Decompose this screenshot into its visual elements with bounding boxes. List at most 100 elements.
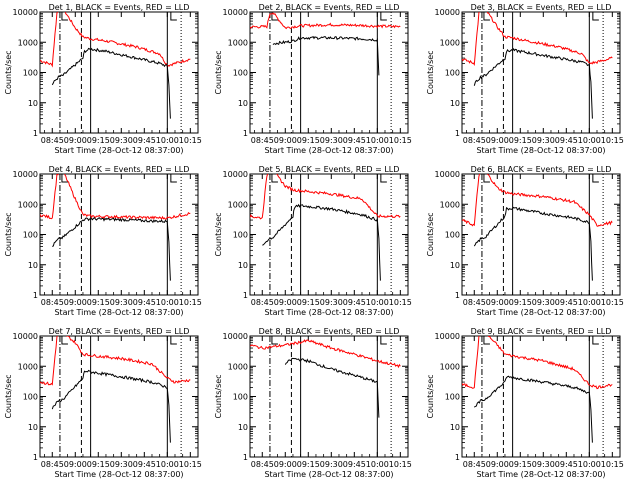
panel-title: Det 3, BLACK = Events, RED = LLD	[471, 3, 612, 12]
events-series-line	[473, 206, 593, 281]
y-axis-label: Counts/sec	[214, 50, 223, 94]
x-tick-label: 09:30	[110, 136, 133, 145]
x-tick-label: 09:15	[509, 460, 532, 469]
x-tick-label: 09:45	[343, 136, 366, 145]
x-tick-label: 10:15	[389, 460, 412, 469]
lld-series-line	[250, 339, 401, 369]
x-axis-label: Start Time (28-Oct-12 08:37:00)	[264, 308, 393, 317]
y-tick-label: 1	[33, 453, 38, 462]
y-tick-label: 1000	[18, 200, 38, 209]
x-tick-label: 08:45	[41, 298, 64, 307]
y-tick-label: 1000	[18, 38, 38, 47]
interval-bracket	[380, 174, 387, 183]
panel-title: Det 2, BLACK = Events, RED = LLD	[259, 3, 400, 12]
plot-frame	[461, 335, 621, 458]
plot-frame	[39, 335, 199, 458]
panel-6: Det 6, BLACK = Events, RED = LLD Counts/s…	[426, 165, 624, 317]
events-series-line	[262, 203, 381, 281]
panel-title: Det 7, BLACK = Events, RED = LLD	[49, 327, 190, 336]
y-tick-label: 100	[233, 393, 248, 402]
panel-title: Det 8, BLACK = Events, RED = LLD	[259, 327, 400, 336]
x-axis-label: Start Time (28-Oct-12 08:37:00)	[54, 308, 183, 317]
x-tick-label: 09:45	[133, 136, 156, 145]
x-tick-label: 08:45	[251, 298, 274, 307]
y-tick-label: 1000	[18, 362, 38, 371]
panel-2: Det 2, BLACK = Events, RED = LLD Counts/s…	[214, 3, 412, 155]
x-tick-label: 09:15	[87, 136, 110, 145]
events-series-line	[52, 217, 171, 281]
x-tick-label: 09:30	[320, 460, 343, 469]
y-tick-label: 100	[445, 393, 460, 402]
panel-7: Det 7, BLACK = Events, RED = LLD Counts/s…	[4, 327, 202, 479]
events-series-line	[473, 47, 593, 119]
interval-bracket	[61, 174, 68, 183]
panel-1: Det 1, BLACK = Events, RED = LLD Counts/s…	[4, 3, 202, 155]
interval-bracket	[483, 336, 490, 345]
interval-bracket	[380, 336, 387, 345]
x-tick-label: 09:15	[509, 298, 532, 307]
panel-5: Det 5, BLACK = Events, RED = LLD Counts/s…	[214, 165, 412, 317]
events-series-line	[473, 375, 593, 443]
x-tick-label: 09:45	[555, 298, 578, 307]
plot-frame	[249, 335, 409, 458]
y-tick-label: 10	[28, 99, 38, 108]
events-series-line	[51, 369, 171, 443]
x-axis-label: Start Time (28-Oct-12 08:37:00)	[264, 470, 393, 479]
panel-8: Det 8, BLACK = Events, RED = LLD Counts/s…	[214, 327, 412, 479]
y-tick-label: 10	[238, 261, 248, 270]
x-tick-label: 09:45	[133, 298, 156, 307]
interval-bracket	[170, 12, 177, 21]
x-tick-label: 09:15	[297, 460, 320, 469]
panel-title: Det 1, BLACK = Events, RED = LLD	[49, 3, 190, 12]
y-axis-label: Counts/sec	[4, 374, 13, 418]
x-axis-label: Start Time (28-Oct-12 08:37:00)	[54, 470, 183, 479]
x-tick-label: 09:00	[486, 298, 509, 307]
interval-bracket	[592, 12, 599, 21]
y-tick-label: 10000	[435, 332, 460, 341]
x-tick-label: 09:45	[555, 136, 578, 145]
y-tick-label: 1	[455, 129, 460, 138]
interval-bracket	[61, 12, 68, 21]
y-tick-label: 1	[243, 129, 248, 138]
x-tick-label: 10:00	[156, 460, 179, 469]
y-tick-label: 10000	[13, 170, 38, 179]
x-tick-label: 09:30	[110, 460, 133, 469]
y-tick-label: 10	[450, 99, 460, 108]
lld-series-line	[462, 336, 613, 390]
x-tick-label: 10:15	[179, 298, 202, 307]
plot-frame	[249, 11, 409, 134]
lld-series-line	[40, 174, 191, 220]
interval-bracket	[271, 336, 278, 345]
y-axis-label: Counts/sec	[4, 50, 13, 94]
plot-frame	[461, 11, 621, 134]
plot-frame	[39, 11, 199, 134]
x-tick-label: 10:00	[156, 298, 179, 307]
y-tick-label: 1000	[440, 200, 460, 209]
y-axis-label: Counts/sec	[426, 50, 435, 94]
y-tick-label: 10000	[223, 8, 248, 17]
x-tick-label: 09:45	[343, 298, 366, 307]
x-tick-label: 09:00	[274, 298, 297, 307]
y-tick-label: 10000	[223, 170, 248, 179]
lld-series-line	[250, 12, 401, 30]
events-series-line	[51, 47, 171, 119]
x-axis-label: Start Time (28-Oct-12 08:37:00)	[54, 146, 183, 155]
y-tick-label: 100	[23, 231, 38, 240]
y-axis-label: Counts/sec	[426, 212, 435, 256]
lld-series-line	[462, 12, 613, 67]
x-tick-label: 10:15	[601, 136, 624, 145]
x-axis-label: Start Time (28-Oct-12 08:37:00)	[476, 146, 605, 155]
x-tick-label: 10:00	[366, 136, 389, 145]
y-tick-label: 1	[33, 129, 38, 138]
x-tick-label: 08:45	[41, 460, 64, 469]
y-tick-label: 1000	[228, 362, 248, 371]
events-series-line	[284, 357, 380, 418]
y-tick-label: 10	[238, 423, 248, 432]
x-tick-label: 08:45	[463, 298, 486, 307]
x-axis-label: Start Time (28-Oct-12 08:37:00)	[476, 470, 605, 479]
x-tick-label: 09:00	[274, 136, 297, 145]
plot-frame	[461, 173, 621, 296]
y-axis-label: Counts/sec	[4, 212, 13, 256]
interval-bracket	[61, 336, 68, 345]
y-tick-label: 100	[445, 231, 460, 240]
